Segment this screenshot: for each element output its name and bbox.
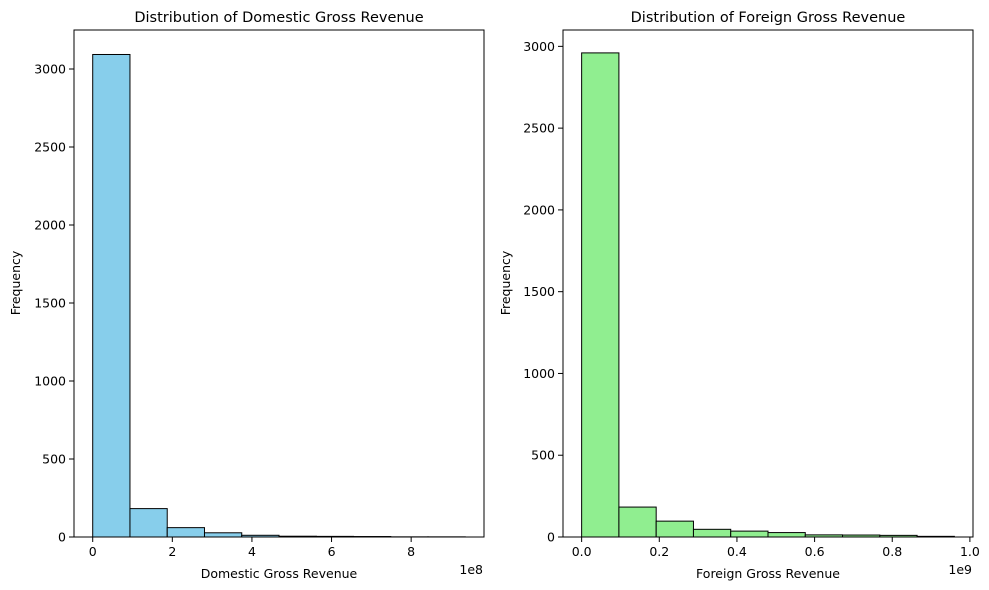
foreign-bar	[581, 52, 620, 538]
foreign-bar	[618, 506, 657, 538]
domestic-histogram-panel: Distribution of Domestic Gross Revenue F…	[8, 10, 485, 581]
domestic-x-tick-label: 4	[248, 544, 256, 559]
foreign-y-tick-label: 2000	[523, 202, 555, 217]
domestic-bar	[129, 508, 168, 538]
domestic-plot-frame	[73, 29, 485, 538]
foreign-y-tick-label: 0	[547, 530, 555, 545]
domestic-x-axis-label: Domestic Gross Revenue	[201, 566, 358, 581]
foreign-x-tick-label: 0.8	[882, 544, 902, 559]
foreign-y-tick-label: 1500	[523, 284, 555, 299]
foreign-x-tick-label: 0.6	[805, 544, 825, 559]
domestic-x-tick-label: 6	[328, 544, 336, 559]
domestic-x-tick-label: 0	[89, 544, 97, 559]
domestic-bar	[166, 527, 205, 538]
foreign-x-offset-label: 1e9	[948, 562, 972, 577]
domestic-y-tick-label: 500	[42, 452, 66, 467]
domestic-y-tick-label: 2000	[34, 218, 66, 233]
domestic-y-tick-label: 3000	[34, 62, 66, 77]
foreign-chart-title: Distribution of Foreign Gross Revenue	[631, 10, 906, 26]
domestic-y-tick-label: 1000	[34, 374, 66, 389]
domestic-y-tick-label: 1500	[34, 296, 66, 311]
foreign-histogram-panel: Distribution of Foreign Gross Revenue Fr…	[498, 10, 980, 581]
foreign-bar	[730, 530, 769, 538]
foreign-x-tick-label: 0.4	[727, 544, 747, 559]
foreign-plot-frame	[562, 29, 974, 538]
foreign-x-tick-label: 0.0	[572, 544, 592, 559]
foreign-bar	[692, 528, 732, 538]
domestic-y-axis-label: Frequency	[8, 250, 23, 315]
foreign-bar	[655, 520, 694, 538]
foreign-x-tick-label: 1.0	[960, 544, 980, 559]
foreign-x-axis-label: Foreign Gross Revenue	[696, 566, 840, 581]
domestic-x-ticks: 0 2 4 6 8	[89, 537, 415, 559]
foreign-y-tick-label: 2500	[523, 121, 555, 136]
foreign-y-axis-label: Frequency	[498, 250, 513, 315]
domestic-y-tick-label: 2500	[34, 140, 66, 155]
domestic-chart-title: Distribution of Domestic Gross Revenue	[134, 10, 423, 26]
foreign-y-tick-label: 1000	[523, 366, 555, 381]
domestic-x-tick-label: 8	[407, 544, 415, 559]
foreign-bar	[767, 532, 806, 538]
domestic-y-ticks: 0 500 1000 1500 2000 2500 3000	[34, 62, 74, 545]
domestic-x-tick-label: 2	[168, 544, 176, 559]
foreign-y-ticks: 0 500 1000 1500 2000 2500 3000	[523, 39, 563, 545]
domestic-bar	[203, 532, 243, 538]
foreign-y-tick-label: 500	[531, 448, 555, 463]
domestic-x-offset-label: 1e8	[459, 562, 483, 577]
domestic-y-tick-label: 0	[58, 530, 66, 545]
foreign-y-tick-label: 3000	[523, 39, 555, 54]
foreign-x-tick-label: 0.2	[649, 544, 669, 559]
foreign-x-ticks: 0.0 0.2 0.4 0.6 0.8 1.0	[572, 537, 980, 559]
domestic-bar	[92, 53, 131, 538]
foreign-bars	[581, 52, 955, 538]
